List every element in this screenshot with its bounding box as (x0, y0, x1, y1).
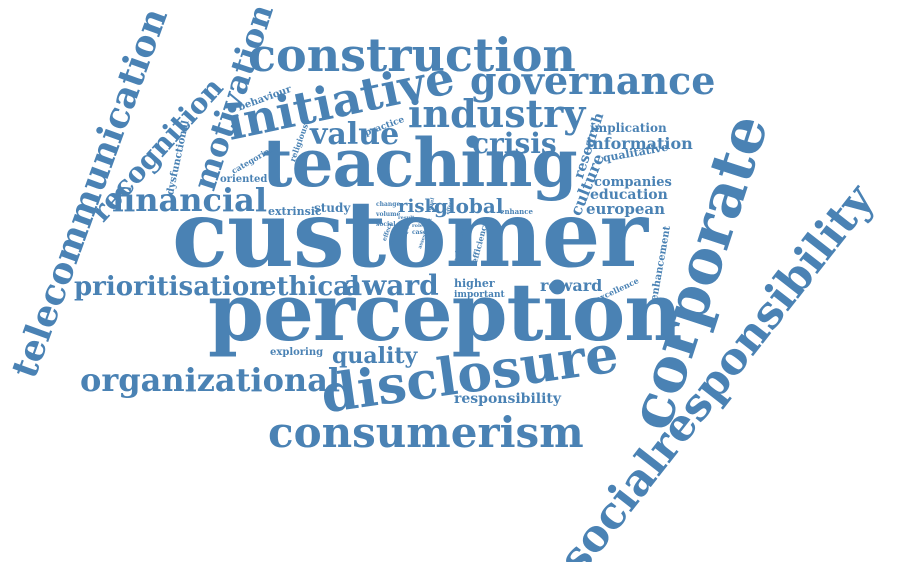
word-companies: companies (594, 175, 672, 190)
word-quality: quality (332, 343, 418, 369)
word-study: study (314, 201, 351, 215)
word-industry: industry (408, 91, 586, 136)
word-oriented: oriented (220, 174, 268, 185)
word-construction: construction (248, 28, 576, 82)
word-role: role (412, 223, 424, 229)
word-value: value (310, 117, 400, 152)
word-organizational: organizational (80, 361, 341, 399)
word-result: result (398, 215, 415, 221)
word-implication: implication (590, 121, 667, 135)
word-customer: customer (172, 180, 648, 288)
word-social: social (376, 221, 396, 228)
word-extrinsic: extrinsic (268, 205, 322, 218)
word-reward: reward (540, 276, 603, 295)
word-information: information (586, 134, 693, 153)
word-important: important (454, 290, 505, 300)
word-enhance: enhance (500, 207, 533, 216)
word-governance: governance (470, 58, 716, 103)
word-consumerism: consumerism (268, 408, 584, 457)
word-risk: risk (398, 196, 437, 217)
word-case: case (412, 229, 427, 236)
word-education: education (590, 187, 668, 203)
word-prioritisation: prioritisation (74, 272, 269, 302)
word-exploring: exploring (270, 347, 324, 358)
word-responsibility: responsibility (454, 391, 562, 407)
word-european: european (586, 200, 666, 218)
word-higher: higher (454, 277, 495, 290)
word-award: award (344, 269, 439, 302)
word-teaching: teaching (262, 124, 578, 202)
word-crisis: crisis (472, 127, 557, 160)
word-perception: perception (208, 265, 682, 359)
word-ethical: ethical (260, 272, 360, 302)
word-financial: financial (112, 181, 268, 219)
word-change: change (376, 201, 401, 208)
word-global: global (434, 194, 504, 218)
word-volume: volume (376, 211, 401, 218)
